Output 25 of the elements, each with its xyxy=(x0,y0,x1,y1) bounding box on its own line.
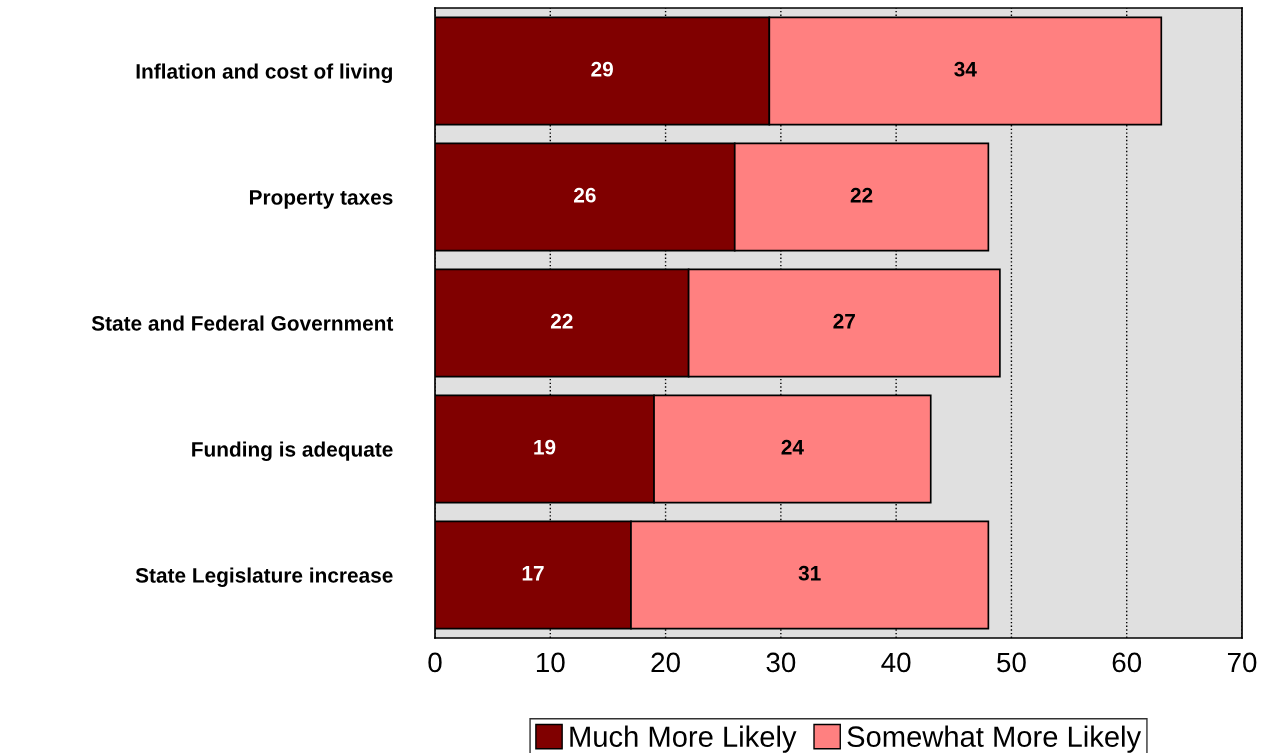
data-label: 22 xyxy=(850,187,873,203)
x-tick-label: 60 xyxy=(1112,652,1142,673)
y-tick-label: Property taxes xyxy=(249,190,393,209)
legend-label: Much More Likely xyxy=(570,725,797,753)
data-label: 19 xyxy=(534,439,556,455)
y-tick-label: State Legislature increase xyxy=(135,567,393,587)
data-label: 29 xyxy=(591,61,613,77)
data-label: 22 xyxy=(550,313,573,329)
data-label: 26 xyxy=(574,187,596,203)
legend-label: Somewhat More Likely xyxy=(847,725,1142,753)
x-tick-label: 10 xyxy=(536,652,565,673)
x-tick-label: 40 xyxy=(881,652,911,673)
x-tick-label: 30 xyxy=(766,652,796,673)
x-tick-label: 70 xyxy=(1227,652,1257,673)
y-tick-label: State and Federal Government xyxy=(91,315,394,331)
data-label: 27 xyxy=(833,313,855,329)
y-tick-label: Funding is adequate xyxy=(192,441,393,461)
x-tick-label: 0 xyxy=(428,652,442,673)
data-label: 34 xyxy=(954,61,977,77)
data-label: 24 xyxy=(781,439,804,455)
data-label: 31 xyxy=(798,565,821,581)
x-tick-label: 20 xyxy=(651,652,680,673)
y-tick-label: Inflation and cost of living xyxy=(136,63,392,83)
data-label: 17 xyxy=(522,566,544,581)
x-tick-label: 50 xyxy=(997,652,1026,673)
